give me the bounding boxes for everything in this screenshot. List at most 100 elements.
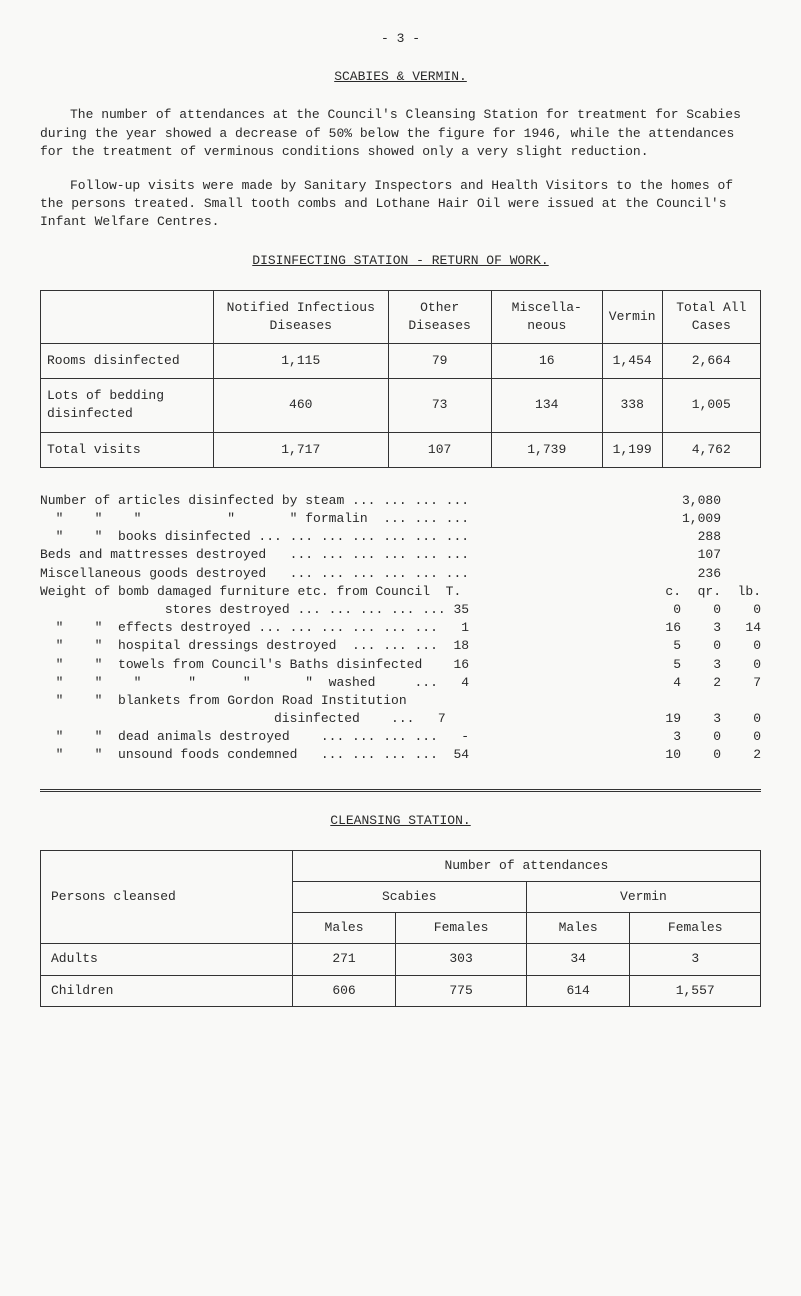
list-value xyxy=(601,565,641,583)
paragraph-2: Follow-up visits were made by Sanitary I… xyxy=(40,177,761,232)
list-row: Beds and mattresses destroyed ... ... ..… xyxy=(40,546,761,564)
list-value xyxy=(721,510,761,528)
td: 107 xyxy=(388,432,491,467)
list-value: 0 xyxy=(681,746,721,764)
list-value: 0 xyxy=(641,601,681,619)
list-value xyxy=(601,510,641,528)
th: Persons cleansed xyxy=(41,850,293,944)
list-row: Number of articles disinfected by steam … xyxy=(40,492,761,510)
list-value: 0 xyxy=(721,637,761,655)
list-value xyxy=(721,492,761,510)
list-label: stores destroyed ... ... ... ... ... 35 xyxy=(40,601,641,619)
list-value xyxy=(641,492,681,510)
list-row: " " " " " " washed ... 4427 xyxy=(40,674,761,692)
list-label: " " unsound foods condemned ... ... ... … xyxy=(40,746,641,764)
list-label: " " books disinfected ... ... ... ... ..… xyxy=(40,528,601,546)
list-value: 236 xyxy=(681,565,721,583)
list-label: " " dead animals destroyed ... ... ... .… xyxy=(40,728,641,746)
list-label: " " towels from Council's Baths disinfec… xyxy=(40,656,641,674)
th xyxy=(41,290,214,343)
list-value xyxy=(641,546,681,564)
list-values: 530 xyxy=(641,656,761,674)
list-values: 1002 xyxy=(641,746,761,764)
list-value xyxy=(641,565,681,583)
th: Number of attendances xyxy=(292,850,760,881)
list-value: lb. xyxy=(721,583,761,601)
list-value xyxy=(641,528,681,546)
td: 271 xyxy=(292,944,396,975)
list-values: 107 xyxy=(601,546,761,564)
td: 3 xyxy=(630,944,761,975)
list-value xyxy=(601,528,641,546)
th: Vermin xyxy=(602,290,662,343)
list-label: " " blankets from Gordon Road Institutio… xyxy=(40,692,641,710)
td: 73 xyxy=(388,379,491,432)
list-value xyxy=(601,546,641,564)
td: 775 xyxy=(396,975,527,1006)
td: 4,762 xyxy=(662,432,760,467)
list-value xyxy=(721,565,761,583)
list-value: 3 xyxy=(681,710,721,728)
list-label: Miscellaneous goods destroyed ... ... ..… xyxy=(40,565,601,583)
list-values: 236 xyxy=(601,565,761,583)
th: Scabies xyxy=(292,882,526,913)
list-value: 2 xyxy=(681,674,721,692)
list-label: " " hospital dressings destroyed ... ...… xyxy=(40,637,641,655)
list-values xyxy=(641,692,761,710)
table-row: Children 606 775 614 1,557 xyxy=(41,975,761,1006)
list-value: 19 xyxy=(641,710,681,728)
td: Total visits xyxy=(41,432,214,467)
list-values: c.qr.lb. xyxy=(641,583,761,601)
list-value: 5 xyxy=(641,637,681,655)
list-value: 5 xyxy=(641,656,681,674)
divider xyxy=(40,789,761,792)
list-values: 1,009 xyxy=(601,510,761,528)
list-values: 16314 xyxy=(641,619,761,637)
list-row: " " effects destroyed ... ... ... ... ..… xyxy=(40,619,761,637)
table-row: Persons cleansed Number of attendances xyxy=(41,850,761,881)
list-row: " " hospital dressings destroyed ... ...… xyxy=(40,637,761,655)
weight-list: Number of articles disinfected by steam … xyxy=(40,492,761,765)
list-values: 000 xyxy=(641,601,761,619)
table-header-row: Notified Infectious Diseases Other Disea… xyxy=(41,290,761,343)
list-value: 3 xyxy=(641,728,681,746)
list-value: 2 xyxy=(721,746,761,764)
list-row: Miscellaneous goods destroyed ... ... ..… xyxy=(40,565,761,583)
th: Males xyxy=(292,913,396,944)
list-label: Weight of bomb damaged furniture etc. fr… xyxy=(40,583,641,601)
td: 79 xyxy=(388,344,491,379)
td: Lots of bedding disinfected xyxy=(41,379,214,432)
list-row: stores destroyed ... ... ... ... ... 350… xyxy=(40,601,761,619)
list-value xyxy=(721,692,761,710)
td: 1,454 xyxy=(602,344,662,379)
list-value: 10 xyxy=(641,746,681,764)
list-value: 3 xyxy=(681,619,721,637)
td: 1,557 xyxy=(630,975,761,1006)
list-value: 1,009 xyxy=(681,510,721,528)
list-row: " " blankets from Gordon Road Institutio… xyxy=(40,692,761,710)
list-value: 0 xyxy=(721,728,761,746)
table-row: Total visits 1,717 107 1,739 1,199 4,762 xyxy=(41,432,761,467)
list-value: 14 xyxy=(721,619,761,637)
list-value: 0 xyxy=(721,710,761,728)
td: 1,717 xyxy=(214,432,388,467)
th: Vermin xyxy=(526,882,760,913)
list-value: 0 xyxy=(721,656,761,674)
td: 606 xyxy=(292,975,396,1006)
list-value: 7 xyxy=(721,674,761,692)
list-value: c. xyxy=(641,583,681,601)
table2-title: CLEANSING STATION. xyxy=(40,812,761,830)
table-row: Lots of bedding disinfected 460 73 134 3… xyxy=(41,379,761,432)
list-row: " " " " " formalin ... ... ...1,009 xyxy=(40,510,761,528)
list-row: " " books disinfected ... ... ... ... ..… xyxy=(40,528,761,546)
th: Total All Cases xyxy=(662,290,760,343)
list-values: 288 xyxy=(601,528,761,546)
list-label: disinfected ... 7 xyxy=(40,710,641,728)
list-value: 0 xyxy=(681,728,721,746)
paragraph-1: The number of attendances at the Council… xyxy=(40,106,761,161)
list-value: 0 xyxy=(721,601,761,619)
list-value xyxy=(681,692,721,710)
list-value: 3,080 xyxy=(681,492,721,510)
list-values: 300 xyxy=(641,728,761,746)
list-value: 0 xyxy=(681,637,721,655)
